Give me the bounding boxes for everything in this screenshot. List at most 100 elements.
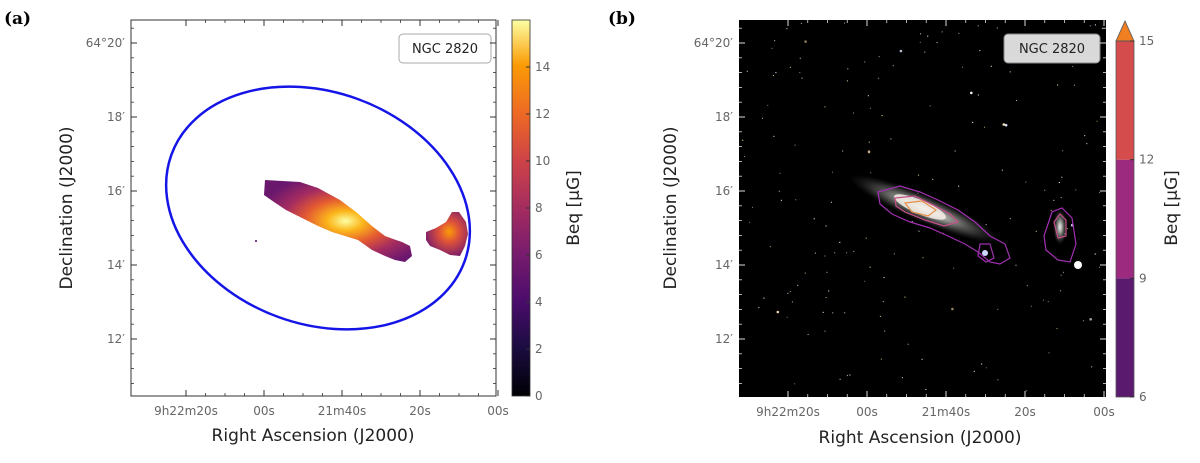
colorbar-level bbox=[1116, 41, 1134, 160]
star bbox=[1001, 169, 1003, 171]
star bbox=[990, 65, 992, 67]
emission-speck bbox=[255, 240, 257, 242]
star bbox=[1004, 123, 1008, 127]
star bbox=[977, 94, 980, 96]
star bbox=[1048, 352, 1050, 354]
panel-b-ylabel: Declination (J2000) bbox=[661, 126, 681, 289]
contour-companion-outer bbox=[1043, 207, 1077, 263]
star bbox=[996, 27, 998, 29]
star bbox=[846, 252, 848, 254]
star bbox=[970, 91, 973, 95]
panel-label-b: (b) bbox=[608, 9, 636, 29]
star bbox=[780, 199, 783, 201]
star bbox=[917, 174, 920, 176]
star bbox=[839, 241, 841, 243]
star bbox=[1073, 84, 1075, 86]
contour-mid bbox=[894, 195, 960, 227]
contour-small-knot bbox=[977, 243, 995, 263]
star bbox=[807, 333, 809, 336]
star bbox=[1089, 318, 1092, 321]
y-tick-label: 18′ bbox=[715, 110, 733, 124]
star bbox=[879, 315, 882, 317]
x-tick-label: 00s bbox=[253, 404, 275, 418]
x-tick-label: 00s bbox=[856, 405, 878, 419]
bright-star bbox=[1074, 261, 1082, 269]
star bbox=[951, 307, 954, 311]
star bbox=[1060, 274, 1062, 276]
x-tick-label: 20s bbox=[1014, 405, 1036, 419]
star bbox=[867, 150, 871, 153]
star bbox=[880, 358, 883, 360]
star bbox=[799, 57, 801, 59]
background-stars bbox=[742, 22, 1104, 392]
star bbox=[958, 185, 960, 187]
star bbox=[867, 95, 870, 97]
star bbox=[843, 22, 846, 24]
star bbox=[1061, 176, 1063, 178]
y-tick-label: 14′ bbox=[107, 258, 125, 272]
star bbox=[918, 230, 920, 232]
colorbar-tick-label: 10 bbox=[535, 154, 550, 168]
star bbox=[884, 330, 886, 332]
star bbox=[786, 316, 788, 318]
star bbox=[1060, 197, 1062, 199]
star bbox=[1057, 84, 1059, 86]
star bbox=[772, 74, 775, 77]
star bbox=[927, 35, 929, 37]
star bbox=[882, 300, 884, 303]
star bbox=[776, 310, 780, 314]
contour-companion-inner bbox=[1053, 213, 1067, 239]
star bbox=[791, 301, 794, 303]
galaxy-core bbox=[894, 194, 946, 220]
small-galaxy bbox=[982, 250, 988, 256]
star bbox=[1025, 181, 1027, 183]
star bbox=[1062, 271, 1065, 273]
star bbox=[1094, 24, 1096, 26]
star bbox=[925, 388, 927, 391]
star bbox=[1009, 71, 1011, 73]
star bbox=[962, 66, 964, 68]
colorbar-level bbox=[1116, 278, 1134, 397]
star bbox=[864, 61, 866, 63]
star bbox=[997, 379, 999, 381]
panel-a-xlabel: Right Ascension (J2000) bbox=[212, 426, 415, 446]
star bbox=[758, 306, 760, 309]
x-tick-label: 20s bbox=[409, 404, 431, 418]
star bbox=[899, 49, 903, 53]
star bbox=[849, 374, 851, 376]
star bbox=[778, 190, 780, 192]
star bbox=[877, 77, 880, 79]
star bbox=[920, 33, 922, 35]
star bbox=[824, 255, 826, 257]
star bbox=[936, 41, 938, 44]
star bbox=[1082, 320, 1085, 322]
star bbox=[775, 72, 777, 74]
panel-b-colorbar: 6 9 12 15 bbox=[1115, 20, 1154, 404]
star bbox=[801, 77, 803, 79]
star bbox=[852, 112, 855, 114]
y-tick-label: 12′ bbox=[107, 332, 125, 346]
star bbox=[883, 276, 885, 279]
star bbox=[834, 252, 836, 254]
colorbar-extend-arrow bbox=[1115, 20, 1135, 42]
star bbox=[846, 80, 849, 82]
star bbox=[1096, 120, 1098, 122]
star bbox=[787, 292, 789, 294]
colorbar-tick-label: 2 bbox=[535, 342, 543, 356]
star bbox=[1091, 366, 1093, 368]
panel-a: NGC 2820 9h22m20s 00s 21m40s 20s 00s 64°20′ 18… bbox=[57, 19, 584, 446]
contour-outer bbox=[877, 185, 1011, 265]
star bbox=[1075, 189, 1077, 191]
star bbox=[1050, 209, 1052, 211]
star bbox=[954, 150, 956, 152]
y-tick-label: 14′ bbox=[715, 258, 733, 272]
star bbox=[901, 377, 904, 379]
star bbox=[746, 70, 748, 72]
star bbox=[973, 370, 975, 372]
panel-b-object-label-box bbox=[1003, 33, 1101, 64]
star bbox=[893, 253, 896, 255]
colorbar-frame bbox=[1115, 40, 1135, 398]
star bbox=[932, 178, 934, 180]
star bbox=[1094, 253, 1096, 255]
colorbar-tick-label: 0 bbox=[535, 389, 543, 403]
